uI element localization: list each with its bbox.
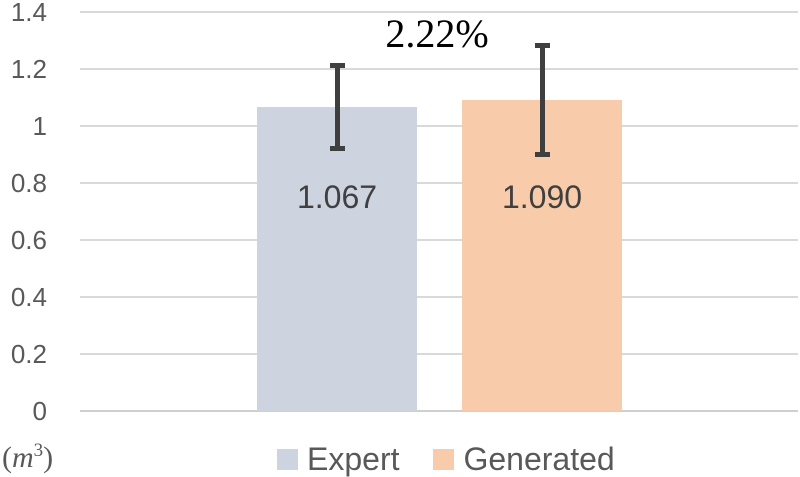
gridline-0.2	[80, 353, 798, 355]
error-bar-expert-cap-bottom	[329, 145, 345, 151]
y-tick-label-0.8: 0.8	[10, 168, 47, 198]
gridline-0.4	[80, 296, 798, 298]
legend-label-expert: Expert	[307, 441, 400, 477]
legend-swatch-generated	[433, 448, 455, 470]
difference-annotation: 2.22%	[385, 11, 489, 56]
legend-item-expert: Expert	[277, 441, 399, 477]
error-bar-generated-cap-top	[534, 43, 550, 49]
gridline-0.6	[80, 239, 798, 241]
y-axis-unit-label: (m3)	[2, 434, 53, 475]
y-tick-label-0.6: 0.6	[10, 225, 47, 255]
y-tick-label-1: 1	[32, 111, 47, 141]
unit-symbol: m	[12, 441, 34, 474]
y-tick-label-0.4: 0.4	[10, 282, 47, 312]
legend-swatch-expert	[277, 448, 298, 470]
legend-label-generated: Generated	[463, 441, 615, 477]
error-bar-expert-line	[334, 63, 340, 151]
legend-item-generated: Generated	[433, 441, 615, 477]
gridline-1.2	[80, 68, 798, 70]
y-tick-label-0: 0	[32, 396, 47, 426]
error-bar-expert-cap-top	[329, 63, 345, 69]
gridline-0	[80, 410, 798, 412]
gridline-1.4	[80, 11, 798, 13]
gridline-1	[80, 125, 798, 127]
error-bar-generated-line	[539, 43, 545, 158]
unit-exponent: 3	[33, 440, 44, 461]
y-tick-label-0.2: 0.2	[10, 339, 47, 369]
value-label-generated: 1.090	[501, 179, 583, 215]
bar-expert	[257, 106, 417, 411]
gridline-0.8	[80, 182, 798, 184]
error-bar-generated-cap-bottom	[534, 152, 550, 158]
unit-open-paren: (	[2, 441, 12, 474]
unit-close-paren: )	[43, 441, 54, 474]
value-label-expert: 1.067	[296, 179, 378, 215]
y-tick-label-1.4: 1.4	[10, 0, 47, 27]
legend: Expert Generated	[277, 441, 615, 477]
y-tick-label-1.2: 1.2	[10, 54, 47, 84]
